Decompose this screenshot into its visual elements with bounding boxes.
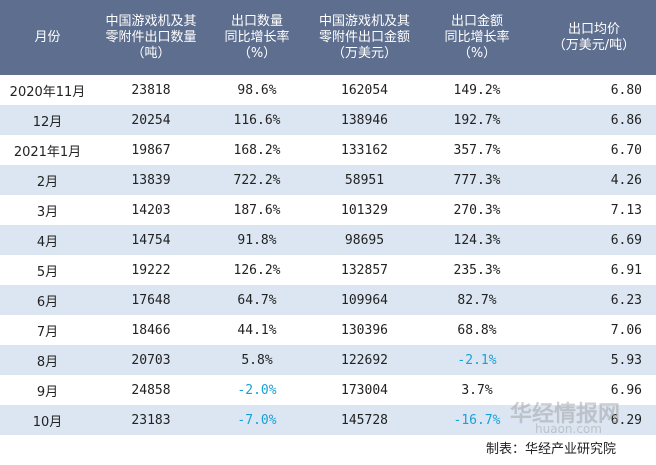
table-cell: 235.3% <box>453 262 501 278</box>
data-table: 月份 中国游戏机及其 零附件出口数量 （吨） 出口数量 同比增长率 （%） 中国游戏机… <box>0 0 656 435</box>
table-row: 6月 17648 64.7% 109964 82.7% 6.23 <box>0 285 656 315</box>
table-row: 12月 20254 116.6% 138946 192.7% 6.86 <box>0 105 656 135</box>
table-row: 2021年1月 19867 168.2% 133162 357.7% 6.70 <box>0 135 656 165</box>
footer: 制表：华经产业研究院 <box>485 442 616 457</box>
table-cell: 14754 <box>95 225 207 255</box>
table-cell: 124.3% <box>422 225 532 255</box>
table-cell: 5.8% <box>207 345 307 375</box>
table-cell: 6.91 <box>610 262 642 278</box>
table-cell: -2.0% <box>237 382 277 398</box>
table-cell: 68.8% <box>457 322 497 338</box>
table-cell: 138946 <box>307 105 422 135</box>
header-cell: 出口金额 同比增长率 （%） <box>422 0 532 75</box>
table-cell: 9月 <box>36 384 59 400</box>
table-cell: 6.96 <box>610 382 642 398</box>
table-cell: 2021年1月 <box>13 144 82 160</box>
table-cell: 24858 <box>131 382 171 398</box>
header-cell: 中国游戏机及其 零附件出口数量 （吨） <box>95 0 207 75</box>
table-cell: 19222 <box>131 262 171 278</box>
table-cell: 101329 <box>341 202 388 218</box>
table-cell: 19867 <box>131 142 171 158</box>
table-cell: 5.93 <box>532 345 656 375</box>
header-cell: 出口数量 同比增长率 （%） <box>207 0 307 75</box>
table-cell: 149.2% <box>453 82 501 98</box>
table-cell: 109964 <box>307 285 422 315</box>
table-cell: 192.7% <box>422 105 532 135</box>
table-cell: -7.0% <box>207 405 307 435</box>
table-cell: 6.23 <box>532 285 656 315</box>
table-cell: 3.7% <box>461 382 493 398</box>
table-cell: 7.06 <box>610 322 642 338</box>
table-cell: 98695 <box>307 225 422 255</box>
watermark-url: huaon.com <box>535 422 602 436</box>
table-cell: 64.7% <box>207 285 307 315</box>
table-row: 3月 14203 187.6% 101329 270.3% 7.13 <box>0 195 656 225</box>
table-cell: 91.8% <box>207 225 307 255</box>
table-cell: 145728 <box>307 405 422 435</box>
table-cell: 2月 <box>0 165 95 195</box>
table-row: 4月 14754 91.8% 98695 124.3% 6.69 <box>0 225 656 255</box>
header-cell: 出口均价 （万美元/吨） <box>532 0 656 75</box>
table-cell: 7月 <box>36 324 59 340</box>
table-cell: 168.2% <box>233 142 281 158</box>
table-cell: -16.7% <box>422 405 532 435</box>
table-cell: 14203 <box>131 202 171 218</box>
table-cell: 126.2% <box>233 262 281 278</box>
header-cell: 月份 <box>0 0 95 75</box>
table-cell: 23818 <box>131 82 171 98</box>
table-cell: 777.3% <box>422 165 532 195</box>
table-cell: 17648 <box>95 285 207 315</box>
table-row: 10月 23183 -7.0% 145728 -16.7% 6.29 <box>0 405 656 435</box>
table-cell: 722.2% <box>207 165 307 195</box>
table-cell: 3月 <box>36 204 59 220</box>
table-cell: 20254 <box>95 105 207 135</box>
table-row: 7月 18466 44.1% 130396 68.8% 7.06 <box>0 315 656 345</box>
table-cell: 122692 <box>307 345 422 375</box>
table-cell: 13839 <box>95 165 207 195</box>
table-row: 5月 19222 126.2% 132857 235.3% 6.91 <box>0 255 656 285</box>
table-cell: 130396 <box>341 322 388 338</box>
table-cell: 357.7% <box>453 142 501 158</box>
table-cell: 44.1% <box>237 322 277 338</box>
table-cell: 6.80 <box>610 82 642 98</box>
watermark: 华经情报网 <box>510 402 621 427</box>
table-cell: 133162 <box>341 142 388 158</box>
table-cell: -2.1% <box>422 345 532 375</box>
table-cell: 132857 <box>341 262 388 278</box>
table-cell: 116.6% <box>207 105 307 135</box>
table-cell: 8月 <box>0 345 95 375</box>
table-row: 2月 13839 722.2% 58951 777.3% 4.26 <box>0 165 656 195</box>
table-cell: 23183 <box>95 405 207 435</box>
table-cell: 6.29 <box>532 405 656 435</box>
table-row: 9月 24858 -2.0% 173004 3.7% 6.96 <box>0 375 656 405</box>
table-body: 2020年11月 23818 98.6% 162054 149.2% 6.80 12月 202… <box>0 75 656 435</box>
table-cell: 98.6% <box>237 82 277 98</box>
table-cell: 4月 <box>0 225 95 255</box>
table-cell: 6.70 <box>610 142 642 158</box>
table-cell: 6.69 <box>532 225 656 255</box>
table-cell: 173004 <box>341 382 388 398</box>
table-cell: 58951 <box>307 165 422 195</box>
table-cell: 4.26 <box>532 165 656 195</box>
table-cell: 270.3% <box>453 202 501 218</box>
table-cell: 20703 <box>95 345 207 375</box>
table-row: 2020年11月 23818 98.6% 162054 149.2% 6.80 <box>0 75 656 105</box>
table-cell: 10月 <box>0 405 95 435</box>
table-cell: 82.7% <box>422 285 532 315</box>
table-row: 8月 20703 5.8% 122692 -2.1% 5.93 <box>0 345 656 375</box>
header-cell: 中国游戏机及其 零附件出口金额 （万美元） <box>307 0 422 75</box>
table-cell: 162054 <box>341 82 388 98</box>
table-cell: 7.13 <box>610 202 642 218</box>
table-cell: 187.6% <box>233 202 281 218</box>
table-cell: 12月 <box>0 105 95 135</box>
table-cell: 18466 <box>131 322 171 338</box>
table-cell: 5月 <box>36 264 59 280</box>
table-cell: 6.86 <box>532 105 656 135</box>
table-cell: 2020年11月 <box>9 84 86 100</box>
table-cell: 6月 <box>0 285 95 315</box>
header-row: 月份 中国游戏机及其 零附件出口数量 （吨） 出口数量 同比增长率 （%） 中国游戏机… <box>0 0 656 75</box>
